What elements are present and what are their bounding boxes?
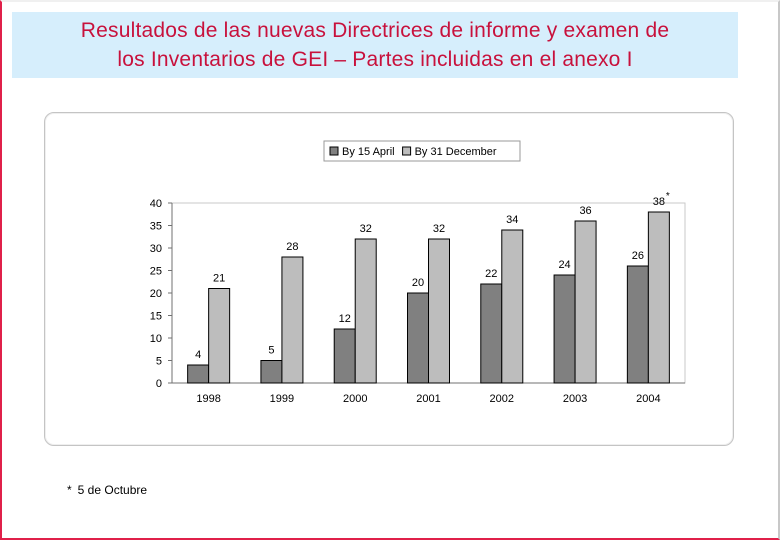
x-tick-label: 2001 <box>416 393 440 405</box>
data-label: 34 <box>506 214 518 226</box>
data-label: 12 <box>339 313 351 325</box>
data-label: 32 <box>433 223 445 235</box>
annotation-star: * <box>666 191 670 202</box>
bar-chart: 0 5 10 15 20 25 30 35 40 4 21 1998 5 28 1999 12 32 2000 20… <box>150 140 686 405</box>
y-tick-label: 25 <box>150 266 162 278</box>
bar <box>647 211 670 384</box>
bar <box>501 229 524 384</box>
slide-title-line-2: los Inventarios de GEI – Partes incluida… <box>117 48 633 71</box>
chart-panel: 0 5 10 15 20 25 30 35 40 4 21 1998 5 28 1999 12 32 2000 20… <box>44 112 734 446</box>
x-tick-label: 1998 <box>196 393 220 405</box>
footnote-text: 5 de Octubre <box>77 483 148 497</box>
bar <box>574 220 597 384</box>
data-label: 22 <box>485 268 497 280</box>
bar <box>260 360 283 384</box>
data-label: 26 <box>632 250 644 262</box>
x-tick-label: 2000 <box>343 393 367 405</box>
bar <box>208 288 231 384</box>
bar <box>187 364 210 384</box>
bar <box>407 292 429 384</box>
y-tick-label: 20 <box>150 288 162 300</box>
data-label: 4 <box>195 349 201 361</box>
data-label: 28 <box>286 241 298 253</box>
bar <box>281 256 304 384</box>
y-tick-label: 40 <box>150 198 162 210</box>
data-label: 36 <box>579 205 591 217</box>
y-tick-label: 5 <box>156 356 162 368</box>
data-label: 21 <box>213 273 225 285</box>
bar <box>553 274 576 384</box>
x-tick-label: 2004 <box>636 393 660 405</box>
legend-swatch <box>402 146 412 156</box>
slide-title-line-1: Resultados de las nuevas Directrices de … <box>80 19 670 42</box>
data-label: 5 <box>268 345 274 357</box>
data-label: 38 <box>653 196 665 208</box>
footnote-marker: * <box>67 483 72 497</box>
y-tick-label: 0 <box>156 378 162 390</box>
bar <box>480 283 503 384</box>
bar <box>626 265 649 384</box>
legend-label: By 31 December <box>415 146 497 158</box>
footnote: * 5 de Octubre <box>67 483 147 497</box>
x-tick-label: 2003 <box>563 393 587 405</box>
bar <box>333 328 356 384</box>
y-tick-label: 30 <box>150 243 162 255</box>
y-tick-label: 15 <box>150 311 162 323</box>
bar <box>428 238 450 384</box>
slide-title-box: Resultados de las nuevas Directrices de … <box>12 12 738 78</box>
y-tick-label: 35 <box>150 221 162 233</box>
data-label: 24 <box>558 259 570 271</box>
data-label: 32 <box>360 223 372 235</box>
x-tick-label: 1999 <box>270 393 294 405</box>
legend-label: By 15 April <box>342 146 395 158</box>
bar <box>354 238 377 384</box>
x-tick-label: 2002 <box>490 393 514 405</box>
legend-swatch <box>329 146 339 156</box>
y-tick-label: 10 <box>150 333 162 345</box>
legend-box <box>323 140 521 162</box>
data-label: 20 <box>412 277 424 289</box>
